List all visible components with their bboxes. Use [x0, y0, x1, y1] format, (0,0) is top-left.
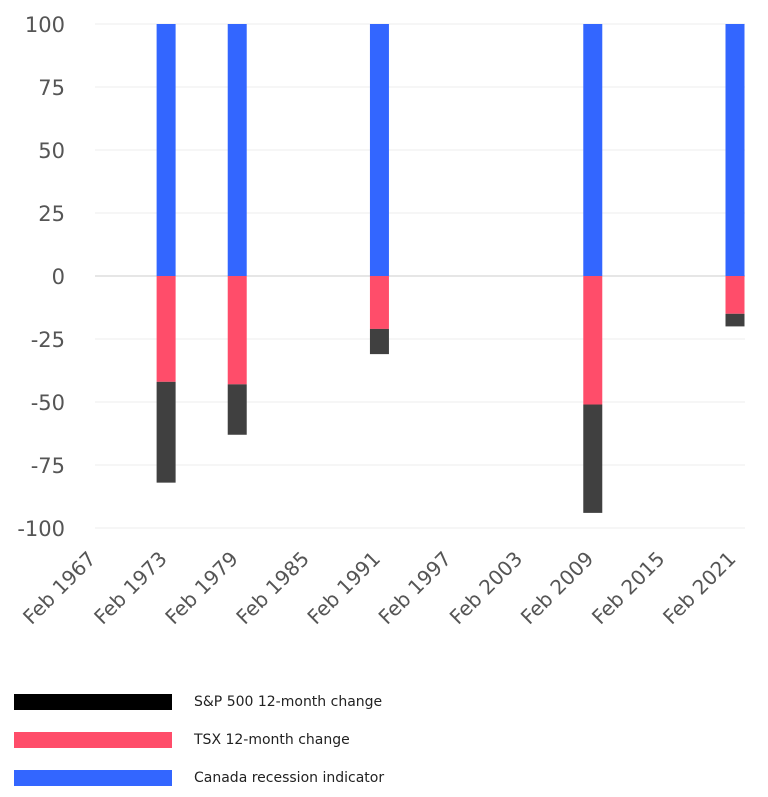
bar-tsx-12-month-change-1 — [156, 276, 176, 382]
x-tick-label: Feb 2003 — [445, 547, 527, 629]
legend-swatch-sp500 — [14, 694, 172, 710]
y-tick-label: -100 — [17, 517, 65, 541]
bar-tsx-12-month-change-7 — [583, 276, 603, 405]
bars-layer — [156, 24, 745, 513]
grid-layer — [95, 23, 745, 529]
y-tick-label: 25 — [38, 202, 65, 226]
bar-tsx-12-month-change-9 — [725, 276, 745, 314]
x-tick-label: Feb 2015 — [587, 547, 669, 629]
y-tick-label: -75 — [31, 454, 65, 478]
y-tick-label: -25 — [31, 328, 65, 352]
bar-s-p-500-12-month-change-7 — [583, 404, 603, 513]
legend-label-sp500: S&P 500 12-month change — [194, 694, 383, 710]
bar-canada-recession-indicator-2 — [227, 24, 247, 276]
y-tick-label: 100 — [25, 13, 65, 37]
bar-s-p-500-12-month-change-4 — [369, 328, 389, 355]
legend-item-tsx: TSX 12-month change — [14, 721, 384, 759]
y-tick-label: 75 — [38, 76, 65, 100]
bar-tsx-12-month-change-4 — [369, 276, 389, 329]
bar-canada-recession-indicator-1 — [156, 24, 176, 276]
legend-swatch-tsx — [14, 732, 172, 748]
legend: S&P 500 12-month change TSX 12-month cha… — [14, 683, 384, 797]
y-tick-label: 50 — [38, 139, 65, 163]
bar-canada-recession-indicator-7 — [583, 24, 603, 276]
bar-tsx-12-month-change-2 — [227, 276, 247, 385]
legend-swatch-recession — [14, 770, 172, 786]
x-tick-label: Feb 2021 — [658, 547, 740, 629]
legend-item-sp500: S&P 500 12-month change — [14, 683, 384, 721]
bar-s-p-500-12-month-change-1 — [156, 381, 176, 483]
y-axis-ticks: 100 75 50 25 0 -25 -50 -75 -100 — [17, 13, 65, 541]
bar-s-p-500-12-month-change-9 — [725, 313, 745, 327]
x-tick-label: Feb 2009 — [516, 547, 598, 629]
legend-label-tsx: TSX 12-month change — [194, 732, 350, 748]
y-tick-label: 0 — [52, 265, 65, 289]
bar-s-p-500-12-month-change-2 — [227, 384, 247, 435]
x-tick-label: Feb 1973 — [89, 547, 171, 629]
x-tick-label: Feb 1985 — [231, 547, 313, 629]
bar-canada-recession-indicator-4 — [369, 24, 389, 276]
x-tick-label: Feb 1997 — [374, 547, 456, 629]
bar-canada-recession-indicator-9 — [725, 24, 745, 276]
legend-label-recession: Canada recession indicator — [194, 770, 385, 786]
y-tick-label: -50 — [31, 391, 65, 415]
x-tick-label: Feb 1979 — [160, 547, 242, 629]
legend-item-recession: Canada recession indicator — [14, 759, 384, 797]
x-tick-label: Feb 1991 — [302, 547, 384, 629]
x-tick-label: Feb 1967 — [18, 547, 100, 629]
